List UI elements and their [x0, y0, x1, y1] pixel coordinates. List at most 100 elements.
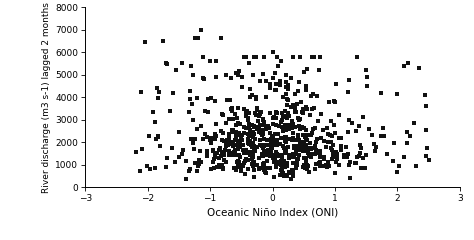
Point: [234, 159, 242, 163]
Point: [138, 147, 146, 150]
Point: [262, 95, 270, 98]
Point: [271, 156, 278, 160]
Point: [272, 123, 280, 127]
Point: [189, 141, 197, 145]
Point: [263, 171, 270, 175]
Point: [248, 93, 255, 97]
Point: [278, 161, 286, 165]
Point: [231, 112, 239, 116]
Point: [277, 168, 285, 172]
Point: [231, 138, 239, 142]
Point: [259, 152, 266, 156]
Point: [326, 133, 333, 137]
Point: [329, 143, 337, 147]
Point: [215, 163, 222, 167]
Point: [230, 150, 237, 153]
Point: [353, 55, 361, 59]
Point: [193, 127, 201, 131]
Point: [169, 91, 176, 95]
Point: [237, 155, 244, 159]
Point: [221, 148, 228, 152]
Point: [308, 108, 315, 111]
Point: [346, 160, 354, 164]
Point: [227, 141, 234, 144]
Point: [294, 163, 301, 167]
Point: [216, 146, 223, 150]
Point: [269, 76, 277, 80]
Point: [201, 109, 209, 113]
Point: [316, 68, 323, 72]
Point: [279, 136, 286, 140]
Point: [219, 112, 226, 115]
Point: [298, 100, 305, 104]
Point: [266, 166, 274, 170]
Point: [403, 130, 410, 134]
Point: [253, 108, 261, 112]
Point: [300, 145, 308, 149]
Point: [219, 166, 227, 170]
Point: [290, 146, 298, 150]
Point: [235, 133, 243, 137]
Point: [286, 171, 293, 175]
Point: [296, 153, 303, 157]
Point: [207, 138, 215, 141]
Point: [261, 165, 268, 169]
Point: [228, 128, 236, 132]
Point: [260, 123, 267, 127]
Point: [331, 100, 338, 104]
Point: [199, 76, 207, 80]
Point: [151, 120, 158, 124]
Point: [283, 92, 290, 96]
Point: [285, 114, 292, 118]
Point: [188, 64, 195, 68]
Point: [249, 136, 257, 139]
Point: [344, 90, 352, 94]
Point: [266, 82, 273, 86]
Point: [178, 152, 185, 156]
Point: [318, 136, 325, 140]
Point: [250, 125, 257, 129]
Point: [222, 142, 230, 146]
Point: [311, 152, 319, 156]
Point: [373, 145, 380, 149]
Point: [365, 127, 373, 131]
Point: [191, 162, 199, 165]
Point: [297, 55, 304, 59]
Point: [235, 144, 242, 148]
Point: [248, 123, 256, 127]
Point: [273, 152, 281, 156]
Point: [272, 132, 279, 136]
Point: [357, 167, 365, 170]
Point: [326, 164, 333, 168]
Point: [283, 174, 291, 178]
Point: [255, 130, 263, 134]
Point: [285, 153, 293, 157]
Point: [185, 110, 192, 114]
Point: [296, 127, 304, 131]
Point: [199, 55, 206, 59]
Point: [268, 146, 276, 150]
Point: [204, 149, 211, 153]
Point: [238, 143, 246, 146]
Point: [234, 164, 242, 168]
Point: [152, 137, 159, 141]
Point: [253, 95, 260, 99]
Point: [269, 156, 277, 160]
Point: [272, 161, 280, 165]
Point: [250, 124, 258, 128]
Point: [322, 144, 329, 148]
Point: [269, 116, 276, 120]
Point: [308, 155, 315, 159]
Point: [324, 163, 332, 167]
Point: [315, 161, 323, 165]
Point: [279, 164, 287, 168]
Point: [279, 118, 286, 122]
Point: [274, 132, 282, 136]
Point: [248, 145, 256, 149]
Point: [302, 157, 310, 161]
Point: [232, 168, 239, 172]
Point: [256, 166, 264, 169]
Point: [204, 97, 212, 101]
Point: [308, 152, 316, 156]
Point: [179, 148, 187, 152]
